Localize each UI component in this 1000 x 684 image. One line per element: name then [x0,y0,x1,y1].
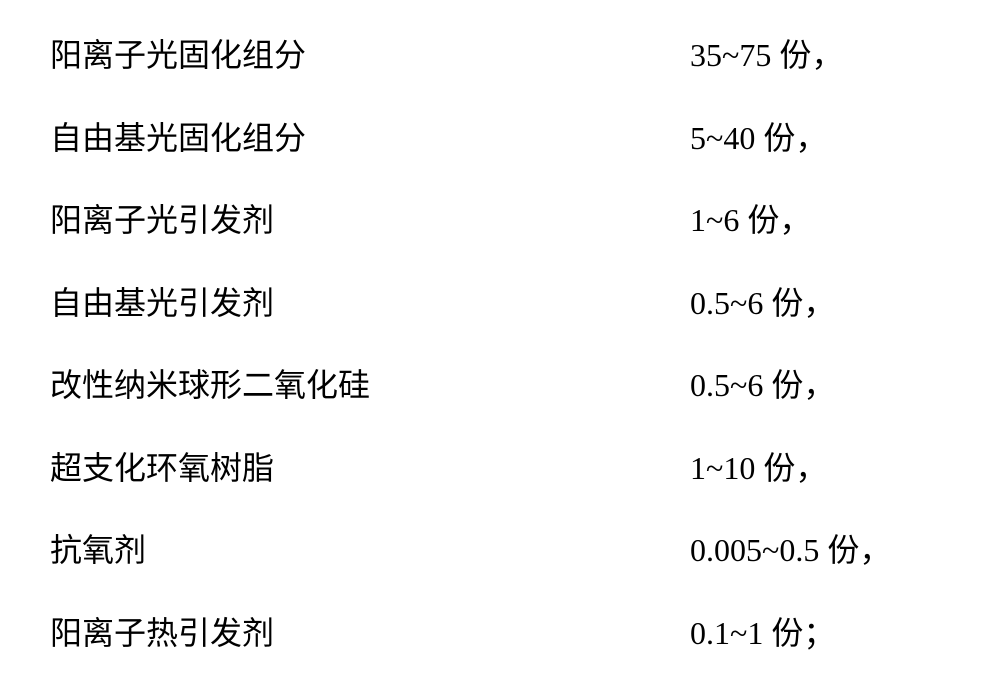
table-row: 阳离子光固化组分 35~75 份， [50,30,950,76]
ingredient-label: 抗氧剂 [50,525,146,571]
ingredient-label: 阳离子热引发剂 [50,608,274,654]
ingredient-value: 0.5~6 份， [690,278,950,324]
ingredient-value: 0.1~1 份； [690,608,950,654]
ingredient-value: 1~10 份， [690,443,950,489]
ingredient-value: 35~75 份， [690,30,950,76]
table-row: 超支化环氧树脂 1~10 份， [50,443,950,489]
ingredients-list: 阳离子光固化组分 35~75 份， 自由基光固化组分 5~40 份， 阳离子光引… [50,30,950,654]
ingredient-value: 0.005~0.5 份， [690,525,950,571]
ingredient-value: 0.5~6 份， [690,360,950,406]
table-row: 改性纳米球形二氧化硅 0.5~6 份， [50,360,950,406]
table-row: 抗氧剂 0.005~0.5 份， [50,525,950,571]
ingredient-label: 自由基光固化组分 [50,113,306,159]
table-row: 自由基光引发剂 0.5~6 份， [50,278,950,324]
table-row: 阳离子光引发剂 1~6 份， [50,195,950,241]
table-row: 阳离子热引发剂 0.1~1 份； [50,608,950,654]
ingredient-label: 阳离子光固化组分 [50,30,306,76]
ingredient-label: 超支化环氧树脂 [50,443,274,489]
ingredient-value: 1~6 份， [690,195,950,241]
ingredient-label: 自由基光引发剂 [50,278,274,324]
ingredient-label: 改性纳米球形二氧化硅 [50,360,370,406]
ingredient-label: 阳离子光引发剂 [50,195,274,241]
ingredient-value: 5~40 份， [690,113,950,159]
table-row: 自由基光固化组分 5~40 份， [50,113,950,159]
